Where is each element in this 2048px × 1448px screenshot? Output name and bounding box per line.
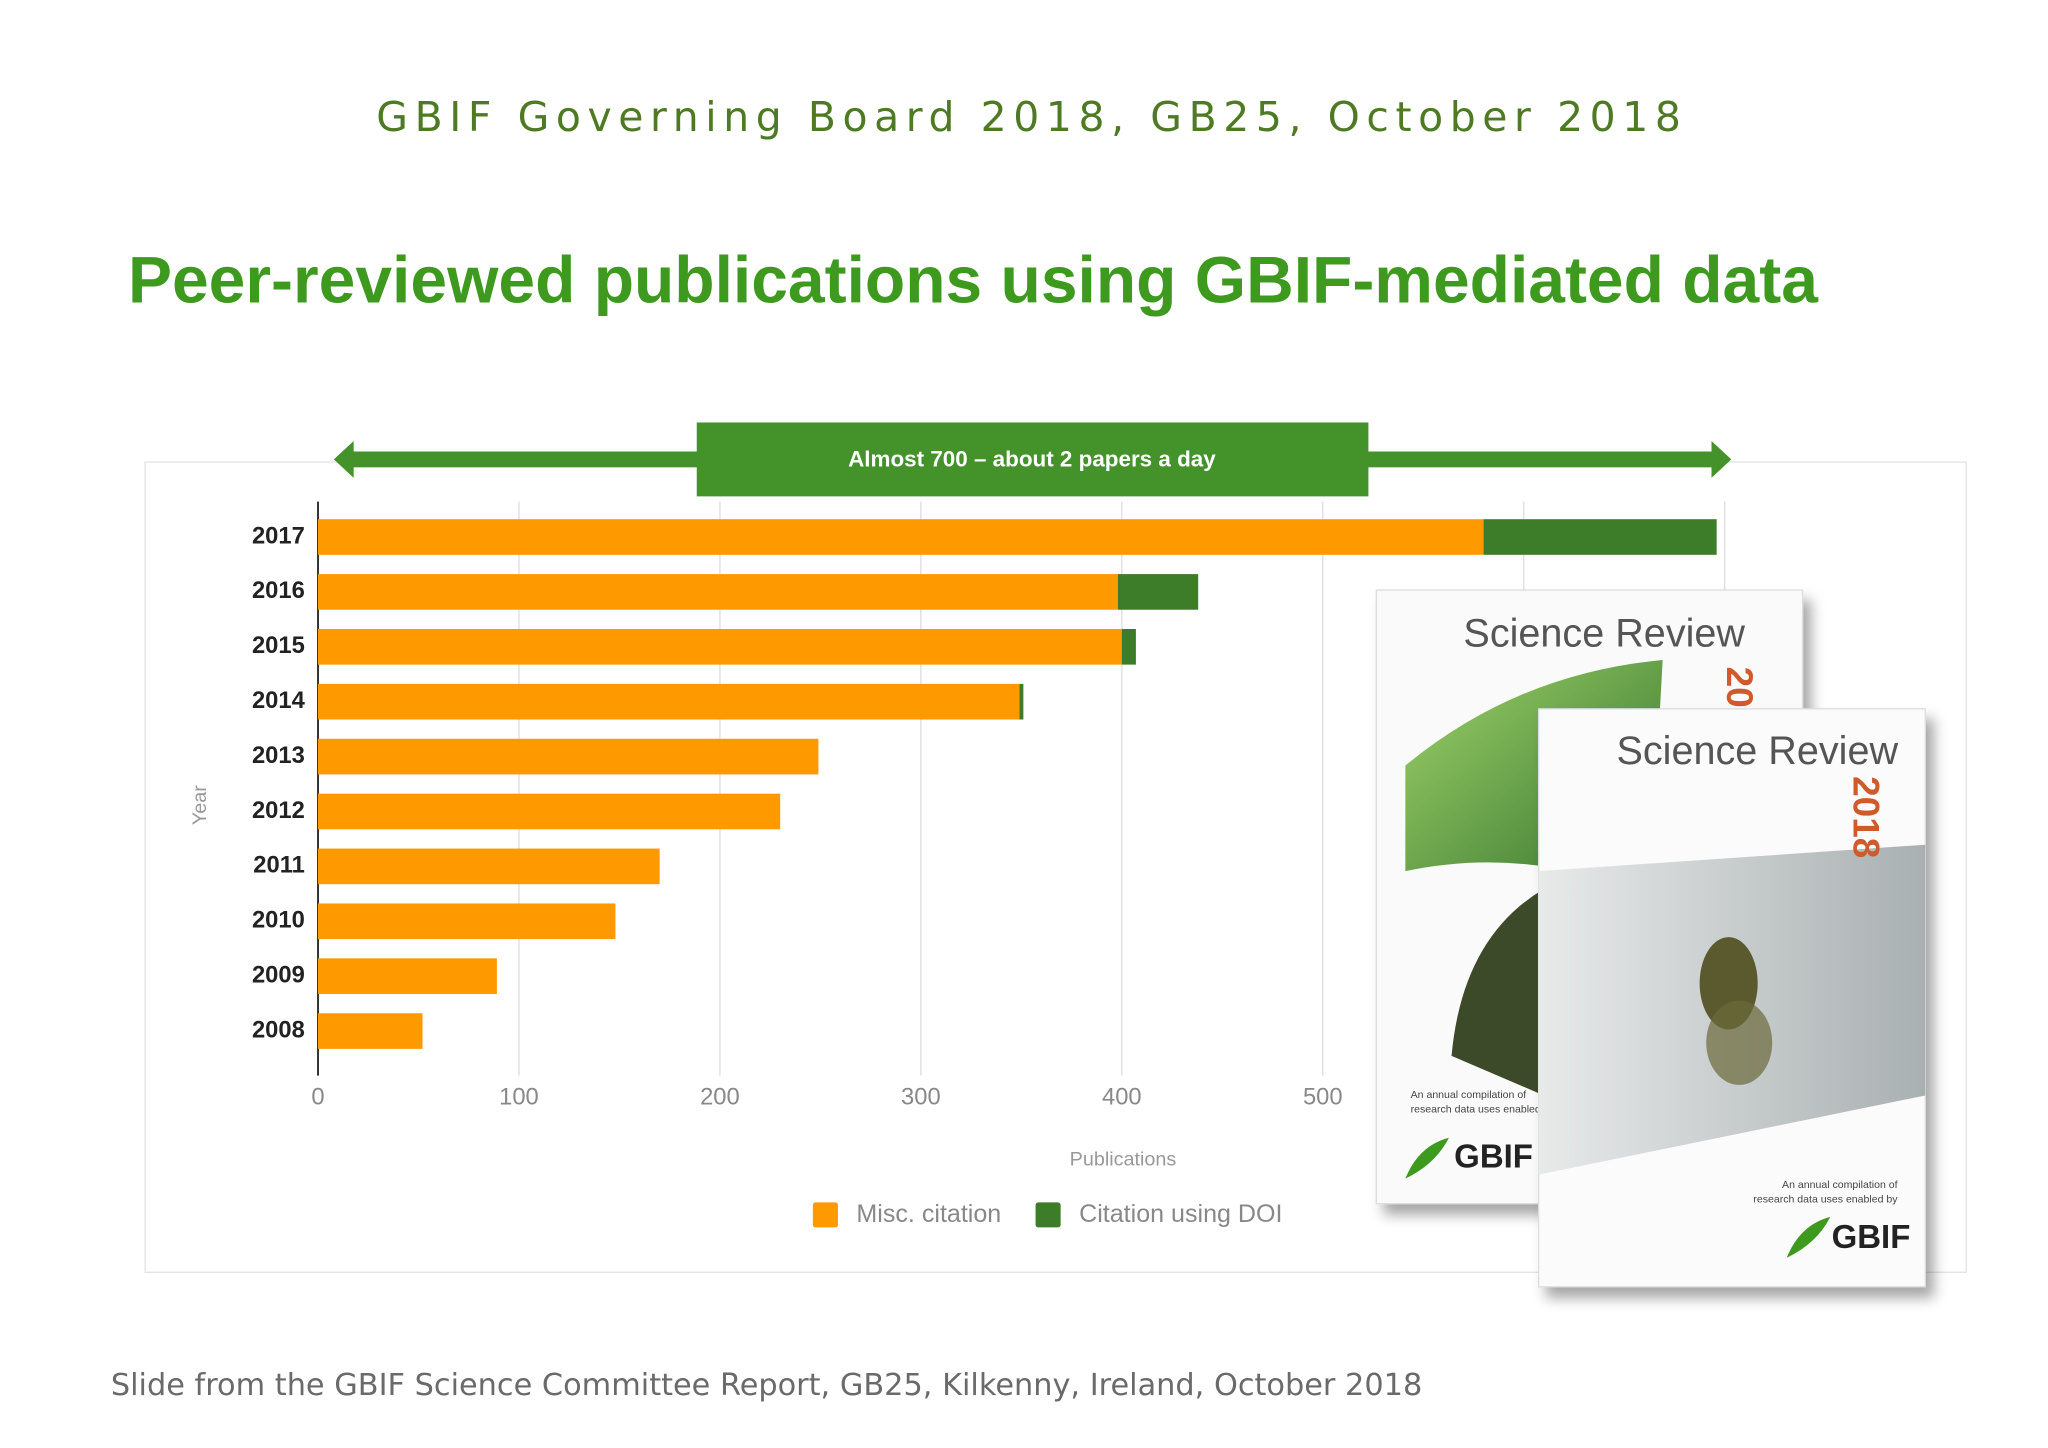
legend-label: Citation using DOI bbox=[1079, 1200, 1282, 1228]
y-tick-label: 2015 bbox=[252, 632, 305, 659]
logo-leaf bbox=[1405, 1137, 1449, 1179]
slide-footer: Slide from the GBIF Science Committee Re… bbox=[111, 1368, 1422, 1403]
x-tick-label: 200 bbox=[700, 1083, 740, 1110]
y-tick-label: 2009 bbox=[252, 961, 305, 988]
bar-segment bbox=[318, 1013, 423, 1049]
x-tick-label: 100 bbox=[499, 1083, 539, 1110]
y-tick-label: 2014 bbox=[252, 687, 306, 714]
x-tick-label: 500 bbox=[1303, 1083, 1343, 1110]
legend-label: Misc. citation bbox=[856, 1200, 1001, 1228]
bar-segment bbox=[1483, 519, 1717, 555]
bar-segment bbox=[318, 683, 1020, 720]
cover-title: Science Review bbox=[1616, 729, 1898, 773]
cover-photo bbox=[1706, 1000, 1773, 1085]
bar-segment bbox=[318, 793, 781, 830]
cover-title: Science Review bbox=[1463, 612, 1745, 656]
logo-leaf bbox=[1786, 1216, 1831, 1258]
bar-segment bbox=[318, 738, 819, 775]
cover-blurb: research data uses enabled by bbox=[1411, 1104, 1556, 1116]
y-tick-label: 2016 bbox=[252, 577, 305, 604]
cover-front: Science Review 2018 An annual compilatio… bbox=[1537, 708, 1926, 1288]
arrow-head bbox=[333, 440, 354, 478]
cover-blurb: research data uses enabled by bbox=[1753, 1193, 1898, 1205]
bar-segment bbox=[318, 628, 1122, 665]
bar-segment bbox=[1121, 628, 1136, 665]
y-tick-label: 2010 bbox=[252, 907, 305, 934]
cover-logo: GBIF bbox=[1454, 1138, 1533, 1175]
bar-segment bbox=[318, 574, 1118, 610]
x-tick-label: 400 bbox=[1102, 1083, 1142, 1110]
legend-swatch bbox=[1035, 1202, 1061, 1228]
slide-header: GBIF Governing Board 2018, GB25, October… bbox=[376, 93, 1687, 141]
bar-segment bbox=[318, 958, 497, 994]
y-tick-label: 2012 bbox=[252, 797, 305, 824]
bar-segment bbox=[1019, 683, 1024, 720]
x-tick-label: 0 bbox=[311, 1083, 324, 1110]
bar-segment bbox=[318, 519, 1484, 555]
cover-blurb: An annual compilation of bbox=[1411, 1089, 1527, 1101]
x-axis-label: Publications bbox=[1070, 1148, 1177, 1170]
y-tick-label: 2017 bbox=[252, 522, 305, 549]
annotation-arrow: Almost 700 – about 2 papers a day bbox=[333, 422, 1732, 497]
legend-swatch bbox=[812, 1202, 838, 1228]
annotation-box bbox=[696, 422, 1369, 497]
y-tick-label: 2013 bbox=[252, 742, 305, 769]
bar-segment bbox=[318, 848, 660, 885]
cover-year: 2018 bbox=[1845, 776, 1886, 858]
bar-segment bbox=[1117, 574, 1199, 610]
arrow-head bbox=[1711, 440, 1732, 478]
annotation: Almost 700 – about 2 papers a day bbox=[848, 447, 1216, 472]
y-tick-label: 2008 bbox=[252, 1016, 305, 1043]
y-axis-label: Year bbox=[189, 785, 211, 825]
chart-title: Peer-reviewed publications using GBIF-me… bbox=[128, 242, 1819, 316]
y-tick-label: 2011 bbox=[253, 852, 305, 879]
cover-blurb: An annual compilation of bbox=[1782, 1179, 1898, 1191]
bar-segment bbox=[318, 903, 616, 940]
plot: 0100200300400500600700201720162015201420… bbox=[189, 501, 1745, 1228]
x-tick-label: 300 bbox=[901, 1083, 941, 1110]
cover-logo: GBIF bbox=[1832, 1218, 1911, 1255]
